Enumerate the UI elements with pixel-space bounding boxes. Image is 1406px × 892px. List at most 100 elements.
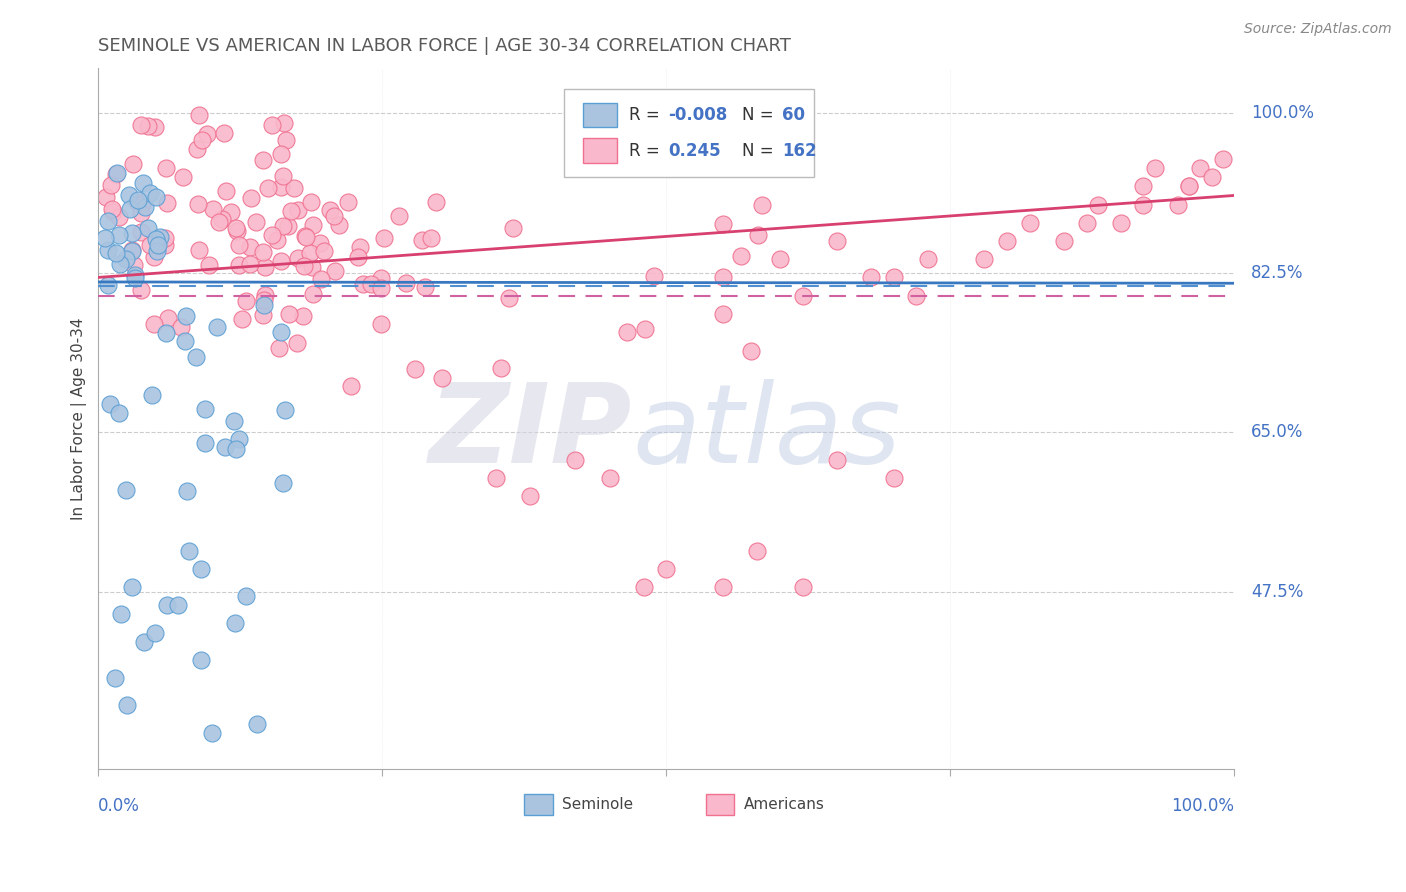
- Point: [207, 320, 229, 334]
- Point: [498, 291, 520, 305]
- Point: [141, 388, 163, 402]
- Point: [239, 240, 262, 254]
- Point: [274, 133, 297, 147]
- Point: [360, 277, 382, 292]
- Point: [502, 221, 524, 235]
- Point: [253, 293, 276, 307]
- Point: [105, 167, 128, 181]
- Point: [1018, 216, 1040, 230]
- Point: [270, 325, 292, 339]
- Point: [186, 142, 208, 156]
- Point: [751, 197, 773, 211]
- Text: R =: R =: [628, 142, 665, 160]
- Point: [121, 243, 143, 257]
- Point: [125, 195, 148, 210]
- Text: R =: R =: [628, 106, 665, 124]
- Point: [134, 200, 156, 214]
- Point: [253, 298, 276, 312]
- FancyBboxPatch shape: [583, 103, 617, 128]
- Point: [411, 234, 433, 248]
- Point: [711, 307, 734, 321]
- Point: [142, 250, 165, 264]
- Point: [225, 224, 247, 238]
- Point: [995, 234, 1018, 248]
- Text: SEMINOLE VS AMERICAN IN LABOR FORCE | AGE 30-34 CORRELATION CHART: SEMINOLE VS AMERICAN IN LABOR FORCE | AG…: [98, 37, 792, 55]
- Point: [211, 212, 233, 227]
- Point: [319, 203, 342, 218]
- Point: [224, 616, 246, 631]
- Point: [859, 270, 882, 285]
- Text: Americans: Americans: [744, 797, 824, 812]
- Point: [127, 193, 149, 207]
- Point: [430, 371, 453, 385]
- Point: [285, 336, 308, 351]
- Point: [1053, 234, 1076, 248]
- Point: [176, 310, 198, 324]
- Point: [655, 562, 678, 576]
- Point: [153, 231, 176, 245]
- Text: ZIP: ZIP: [429, 379, 633, 486]
- Point: [131, 225, 153, 239]
- Point: [239, 256, 262, 270]
- Point: [1143, 161, 1166, 175]
- Point: [225, 220, 247, 235]
- Point: [143, 625, 166, 640]
- Point: [388, 209, 411, 223]
- Point: [167, 598, 190, 612]
- Point: [262, 118, 284, 132]
- Text: Seminole: Seminole: [562, 797, 633, 812]
- Point: [404, 362, 426, 376]
- Point: [425, 194, 447, 209]
- Point: [792, 288, 814, 302]
- Text: 100.0%: 100.0%: [1251, 104, 1315, 122]
- Point: [190, 562, 212, 576]
- Point: [274, 403, 297, 417]
- Point: [1109, 216, 1132, 230]
- Point: [1189, 161, 1212, 175]
- Point: [98, 397, 121, 411]
- Text: 0.0%: 0.0%: [98, 797, 141, 815]
- Point: [129, 119, 152, 133]
- Point: [108, 210, 131, 224]
- Point: [114, 252, 136, 266]
- Point: [184, 351, 207, 365]
- Point: [110, 607, 132, 622]
- Point: [1167, 197, 1189, 211]
- Point: [191, 133, 214, 147]
- Point: [131, 176, 153, 190]
- Point: [262, 227, 284, 242]
- Point: [1201, 170, 1223, 185]
- Point: [370, 281, 392, 295]
- Point: [740, 344, 762, 359]
- Point: [105, 166, 128, 180]
- Point: [489, 360, 512, 375]
- Point: [94, 190, 117, 204]
- Point: [132, 634, 155, 648]
- Text: 65.0%: 65.0%: [1251, 423, 1303, 442]
- Text: 60: 60: [782, 106, 806, 124]
- Point: [136, 119, 159, 133]
- FancyBboxPatch shape: [583, 138, 617, 163]
- Point: [269, 341, 291, 355]
- Point: [1178, 179, 1201, 194]
- Point: [118, 188, 141, 202]
- Point: [214, 440, 236, 454]
- Point: [252, 308, 274, 322]
- Point: [245, 215, 267, 229]
- Point: [252, 244, 274, 259]
- Point: [148, 229, 170, 244]
- Point: [825, 234, 848, 248]
- Point: [246, 716, 269, 731]
- Point: [254, 260, 277, 274]
- FancyBboxPatch shape: [706, 794, 734, 814]
- Point: [917, 252, 939, 267]
- Point: [253, 287, 276, 301]
- Text: 100.0%: 100.0%: [1171, 797, 1234, 815]
- Point: [299, 194, 322, 209]
- Point: [124, 268, 146, 282]
- Point: [283, 180, 305, 194]
- Point: [1132, 179, 1154, 194]
- Point: [328, 219, 350, 233]
- Point: [145, 190, 167, 204]
- Point: [110, 258, 132, 272]
